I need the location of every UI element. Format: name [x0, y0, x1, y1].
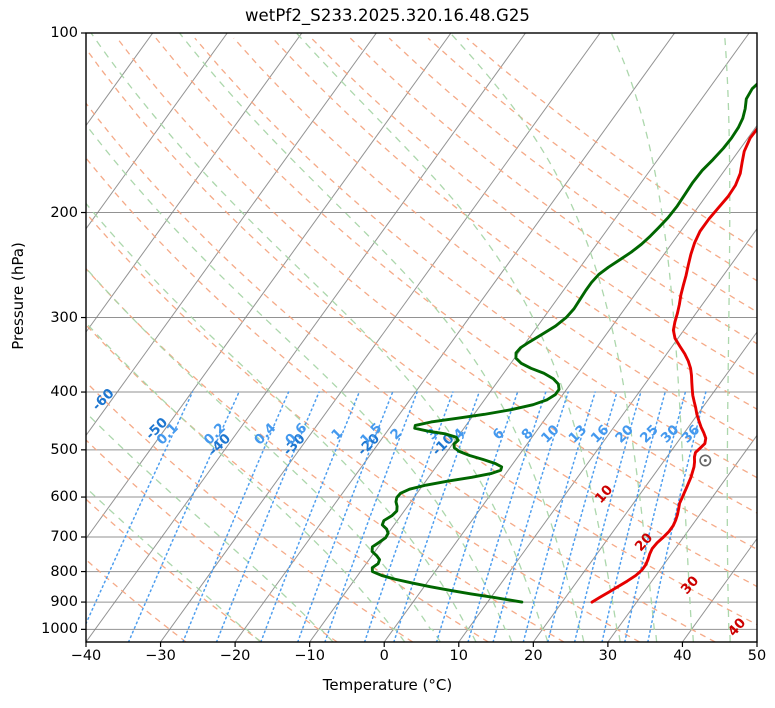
- isotherm-line-30: [607, 434, 757, 642]
- mixing-ratio-line-0.6: [215, 391, 320, 642]
- mixing-ratio-line-8: [467, 391, 547, 642]
- isotherm-line--60: [86, 33, 377, 437]
- sounding-dewpoint-line: [370, 82, 757, 604]
- mixing-ratio-line-16: [547, 391, 618, 642]
- dry-adiabat--30: [86, 558, 187, 642]
- dry-adiabat-100: [233, 37, 757, 444]
- dry-adiabat-120: [310, 37, 757, 377]
- x-tick-label--10: −10: [294, 648, 325, 664]
- isotherm-line--40: [86, 33, 526, 642]
- x-tick-label-40: 40: [673, 648, 692, 664]
- mixing-ratio-line-0.4: [182, 391, 290, 642]
- y-tick-label-200: 200: [50, 204, 78, 221]
- x-tick-label--30: −30: [145, 648, 176, 664]
- y-tick-label-500: 500: [50, 441, 78, 458]
- isotherm-line--20: [234, 33, 676, 642]
- mixing-ratio-line-2: [324, 391, 418, 642]
- sounding-temperature-line: [590, 126, 757, 604]
- isotherm-line--110: [0, 33, 4, 642]
- mixing-ratio-line-6: [435, 391, 519, 642]
- x-tick-label--40: −40: [70, 648, 102, 664]
- x-tick-label-0: 0: [379, 648, 389, 664]
- isotherm-line--70: [86, 33, 303, 333]
- y-tick-label-900: 900: [50, 594, 78, 611]
- isotherm-line-40: [682, 537, 757, 642]
- background-gridlines: [0, 33, 775, 642]
- moist-adiabat-20: [90, 33, 549, 642]
- isotherm-line--50: [86, 33, 452, 540]
- plot-border: [85, 32, 758, 643]
- x-tick-label-10: 10: [449, 648, 468, 664]
- moist-adiabat-40: [610, 33, 694, 642]
- dry-adiabat-20: [86, 267, 565, 642]
- mixing-ratio-line-10: [492, 391, 569, 642]
- moist-adiabat-35: [449, 33, 658, 642]
- y-tick-label-300: 300: [50, 309, 78, 326]
- y-tick-label-600: 600: [50, 489, 78, 506]
- dry-adiabat-130: [349, 37, 757, 345]
- isotherm-line-0: [383, 124, 757, 642]
- y-tick-label-1000: 1000: [41, 621, 78, 638]
- dry-adiabat-60: [86, 47, 757, 588]
- dry-adiabat-80: [155, 37, 757, 514]
- dry-adiabat-50: [86, 102, 757, 626]
- x-tick-label-50: 50: [747, 648, 767, 664]
- x-tick-label-30: 30: [598, 648, 618, 664]
- moist-adiabat-0: [86, 321, 406, 642]
- chart-title: wetPf2_S233.2025.320.16.48.G25: [244, 6, 531, 25]
- dry-adiabat--20: [86, 498, 262, 642]
- dry-adiabat-90: [194, 37, 757, 479]
- lcl-marker-ring: [699, 454, 712, 467]
- isotherm-label--70: -70: [0, 420, 18, 449]
- isotherm-line-50: [756, 641, 757, 642]
- y-axis-label: Pressure (hPa): [9, 242, 27, 350]
- mixing-ratio-line-13: [522, 391, 596, 642]
- dry-adiabat-140: [388, 37, 757, 313]
- mixing-ratio-line-3: [363, 391, 454, 642]
- lcl-marker-dot: [703, 459, 707, 462]
- mixing-ratio-line-0.2: [127, 391, 240, 642]
- isotherm-label-text: -70: [0, 420, 18, 449]
- isotherm-line--30: [160, 33, 601, 642]
- moist-adiabat-30: [295, 33, 621, 642]
- mixing-ratio-line-1: [260, 391, 361, 642]
- mixing-ratio-line-0.1: [86, 391, 194, 626]
- y-tick-label-100: 100: [50, 25, 78, 41]
- moist-adiabat-10: [86, 202, 477, 642]
- sounding-traces: [370, 82, 757, 604]
- plot-background: [86, 33, 757, 642]
- x-tick-label-20: 20: [524, 648, 543, 664]
- markers-layer: [699, 454, 712, 467]
- x-axis-label: Temperature (°C): [322, 676, 453, 694]
- y-tick-label-800: 800: [50, 563, 78, 580]
- y-tick-label-400: 400: [50, 384, 78, 401]
- y-tick-label-700: 700: [50, 528, 78, 545]
- dry-adiabat-10: [86, 324, 489, 642]
- mixing-ratio-line-4: [393, 391, 480, 642]
- mixing-ratio-line-1.5: [297, 391, 394, 642]
- dry-adiabat--10: [86, 439, 338, 642]
- moist-adiabat-50: [766, 33, 775, 642]
- isotherm-line-10: [458, 227, 757, 642]
- dry-adiabat-110: [272, 37, 757, 410]
- x-tick-label--20: −20: [219, 648, 251, 664]
- dry-adiabat-70: [116, 37, 757, 551]
- axis-ticks: [81, 32, 758, 647]
- moist-adiabat-45: [723, 33, 731, 642]
